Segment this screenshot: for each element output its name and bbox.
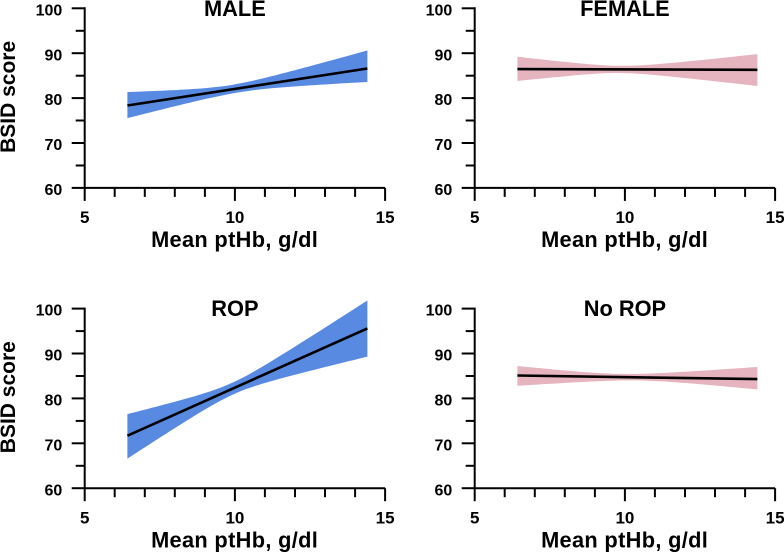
svg-text:100: 100: [36, 2, 63, 19]
svg-text:70: 70: [45, 437, 63, 454]
svg-text:60: 60: [435, 182, 453, 199]
svg-text:15: 15: [766, 208, 784, 227]
svg-text:100: 100: [426, 303, 453, 320]
svg-text:100: 100: [36, 303, 63, 320]
svg-text:15: 15: [376, 208, 395, 227]
svg-text:5: 5: [470, 508, 479, 527]
svg-text:60: 60: [45, 182, 63, 199]
svg-text:60: 60: [435, 482, 453, 499]
svg-text:80: 80: [435, 92, 453, 109]
svg-text:60: 60: [45, 482, 63, 499]
svg-text:70: 70: [435, 137, 453, 154]
svg-text:70: 70: [435, 437, 453, 454]
svg-text:10: 10: [225, 508, 244, 527]
svg-text:BSID score: BSID score: [0, 341, 20, 453]
svg-text:MALE: MALE: [204, 0, 266, 21]
svg-text:70: 70: [45, 137, 63, 154]
svg-text:FEMALE: FEMALE: [580, 0, 670, 21]
svg-text:90: 90: [435, 348, 453, 365]
svg-text:BSID score: BSID score: [0, 41, 20, 153]
svg-text:ROP: ROP: [211, 296, 258, 321]
svg-text:80: 80: [435, 393, 453, 410]
svg-text:No ROP: No ROP: [584, 296, 666, 321]
svg-text:5: 5: [470, 208, 479, 227]
svg-text:Mean ptHb, g/dl: Mean ptHb, g/dl: [151, 527, 318, 552]
svg-text:100: 100: [426, 2, 453, 19]
svg-text:Mean ptHb, g/dl: Mean ptHb, g/dl: [541, 527, 708, 552]
svg-text:10: 10: [615, 508, 634, 527]
svg-text:80: 80: [45, 92, 63, 109]
svg-text:90: 90: [435, 47, 453, 64]
svg-text:10: 10: [225, 208, 244, 227]
svg-text:10: 10: [615, 208, 634, 227]
svg-text:5: 5: [80, 208, 89, 227]
svg-text:15: 15: [766, 508, 784, 527]
svg-text:5: 5: [80, 508, 89, 527]
svg-text:80: 80: [45, 393, 63, 410]
svg-text:90: 90: [45, 348, 63, 365]
svg-text:90: 90: [45, 47, 63, 64]
svg-text:Mean ptHb, g/dl: Mean ptHb, g/dl: [151, 227, 318, 252]
svg-text:Mean ptHb, g/dl: Mean ptHb, g/dl: [541, 227, 708, 252]
svg-text:15: 15: [376, 508, 395, 527]
